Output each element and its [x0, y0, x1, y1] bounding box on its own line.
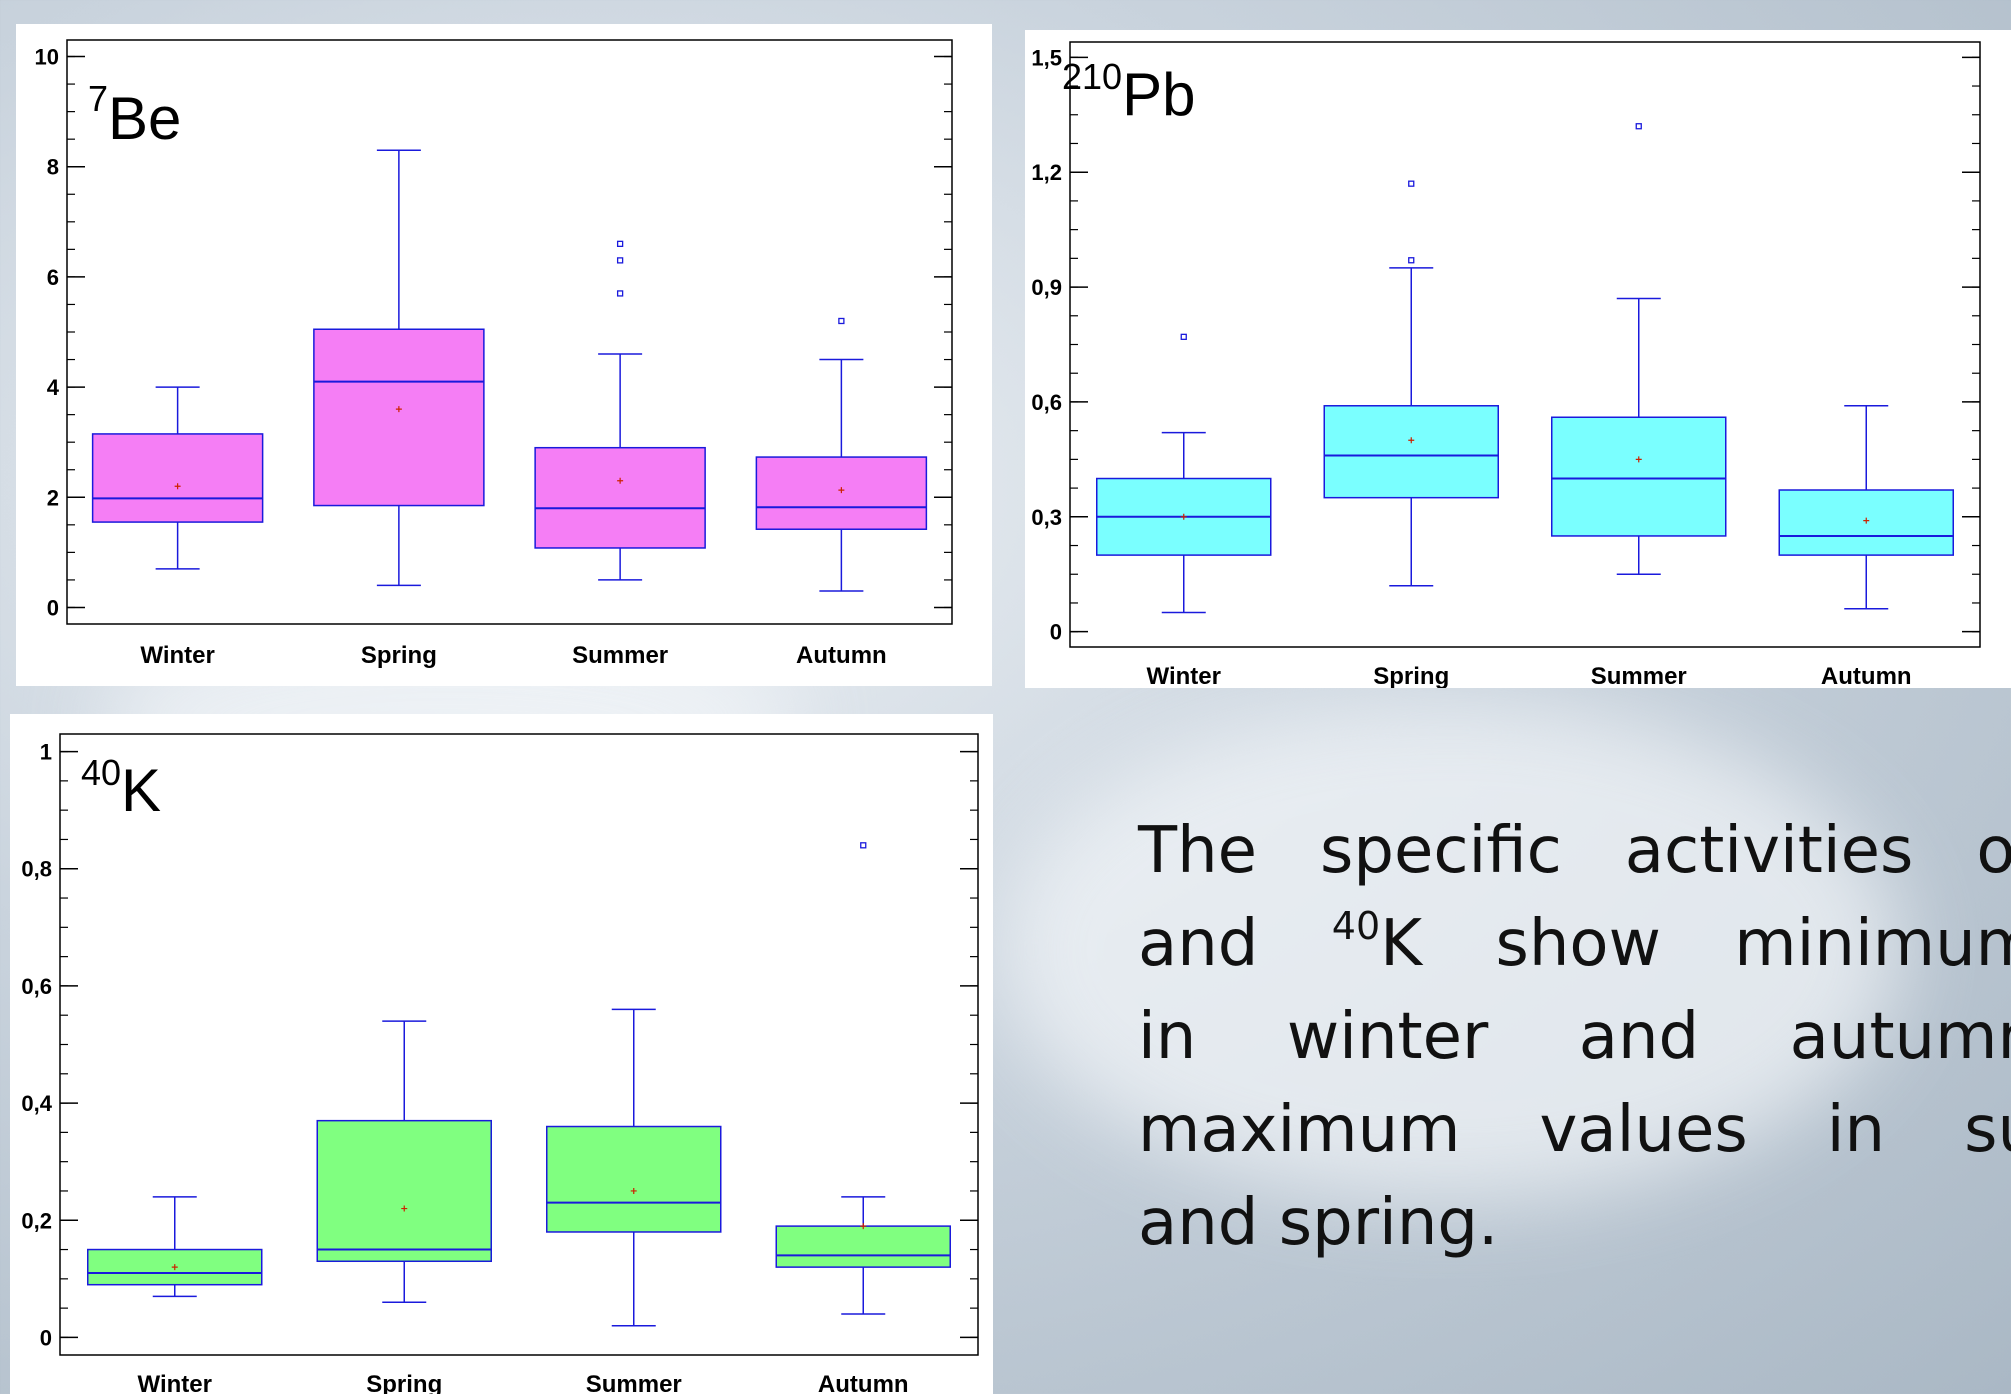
isotope-mass-number: 210: [1062, 56, 1122, 97]
y-tick-label: 10: [35, 45, 59, 70]
box-iqr: [1323, 405, 1499, 499]
description-line: in winter and autumn: [1138, 1000, 2011, 1074]
box-iqr: [1551, 416, 1727, 537]
mean-marker: [171, 1264, 178, 1271]
outlier-point: [616, 290, 624, 297]
y-tick-label: 4: [47, 375, 60, 400]
y-tick-label: 1,2: [1031, 160, 1062, 185]
x-category-label: Winter: [1147, 663, 1221, 688]
isotope-label: 7Be: [88, 78, 181, 152]
chart-be7: 0 2 4 6 8 10 Winter Spring Summer Autumn 7Be: [35, 39, 953, 669]
y-tick-label: 0: [40, 1325, 52, 1350]
mean-marker: [1408, 437, 1415, 444]
mean-marker: [630, 1187, 637, 1194]
outlier-point: [838, 317, 845, 325]
outlier-point: [1635, 123, 1642, 130]
x-category-label: Autumn: [818, 1371, 909, 1394]
isotope-mass-number: 40: [81, 752, 121, 793]
x-category-label: Summer: [1591, 663, 1687, 688]
mean-marker: [395, 406, 402, 413]
mean-marker: [838, 487, 845, 494]
isotope-label: 40K: [81, 752, 161, 824]
isotope-symbol: Be: [108, 85, 181, 152]
y-tick-label: 0,6: [21, 974, 52, 999]
y-tick-label: 0,6: [1031, 390, 1062, 415]
chart-panel-k40: 0 0,2 0,4 0,6 0,8 1 Winter Spring Summer Autumn 40…: [10, 714, 993, 1394]
isotope-symbol: K: [121, 757, 161, 824]
y-tick-label: 0,3: [1031, 505, 1062, 530]
y-tick-label: 8: [47, 155, 59, 180]
mean-marker: [401, 1205, 408, 1212]
x-category-label: Winter: [138, 1371, 212, 1394]
description-line: maximum values in su: [1138, 1093, 2011, 1167]
x-category-label: Summer: [572, 642, 668, 669]
y-tick-label: 0,9: [1031, 275, 1062, 300]
y-tick-label: 0,8: [21, 857, 52, 882]
y-tick-label: 2: [47, 485, 59, 510]
box-iqr: [534, 446, 706, 549]
x-category-label: Autumn: [1821, 663, 1912, 688]
outlier-point: [1408, 180, 1415, 187]
plot-frame: [1069, 41, 1981, 648]
mean-marker: [1635, 456, 1642, 463]
mean-marker: [617, 477, 624, 484]
mean-marker: [1863, 517, 1870, 524]
description-line: The specific activities of: [1138, 814, 2011, 888]
box-iqr: [316, 1119, 492, 1263]
mean-marker: [860, 1223, 867, 1230]
y-tick-label: 1,5: [1031, 45, 1062, 70]
chart-pb210: 0 0,3 0,6 0,9 1,2 1,5 Winter Spring Summer Autumn…: [1031, 41, 1981, 688]
box-iqr: [546, 1125, 722, 1233]
outlier-point: [1408, 257, 1415, 264]
description-text: The specific activities of and 40K show …: [1138, 805, 2011, 1270]
box-iqr: [775, 1225, 951, 1268]
box-iqr: [313, 328, 485, 507]
y-tick-label: 6: [47, 265, 59, 290]
isotope-mass-number: 7: [88, 78, 108, 119]
chart-panel-be7: 0 2 4 6 8 10 Winter Spring Summer Autumn 7Be: [16, 24, 992, 686]
x-category-label: Spring: [366, 1371, 442, 1394]
description-line: and spring.: [1138, 1186, 1499, 1260]
x-category-label: Summer: [586, 1371, 682, 1394]
x-category-label: Autumn: [796, 642, 887, 669]
outlier-point: [616, 257, 624, 264]
mean-marker: [1180, 513, 1187, 520]
mean-marker: [174, 483, 181, 490]
description-line: and 40K show minimum: [1138, 904, 2011, 981]
y-tick-label: 0,4: [21, 1091, 52, 1116]
chart-k40: 0 0,2 0,4 0,6 0,8 1 Winter Spring Summer Autumn 40…: [21, 733, 979, 1394]
isotope-label: 210Pb: [1062, 56, 1195, 128]
y-tick-label: 0: [1050, 620, 1062, 645]
x-category-label: Winter: [140, 642, 214, 669]
box-iqr: [91, 433, 264, 523]
background-cloud: [1000, 700, 1900, 1200]
y-tick-label: 1: [40, 740, 52, 765]
isotope-symbol: Pb: [1122, 61, 1195, 128]
box-iqr: [755, 456, 928, 530]
y-tick-label: 0: [47, 595, 59, 620]
outlier-point: [860, 842, 867, 849]
x-category-label: Spring: [361, 642, 437, 669]
outlier-point: [616, 240, 624, 247]
outlier-point: [1180, 333, 1187, 340]
chart-panel-pb210: 0 0,3 0,6 0,9 1,2 1,5 Winter Spring Summer Autumn…: [1025, 30, 2011, 688]
x-category-label: Spring: [1373, 663, 1449, 688]
plot-frame: [66, 39, 953, 625]
y-tick-label: 0,2: [21, 1208, 52, 1233]
